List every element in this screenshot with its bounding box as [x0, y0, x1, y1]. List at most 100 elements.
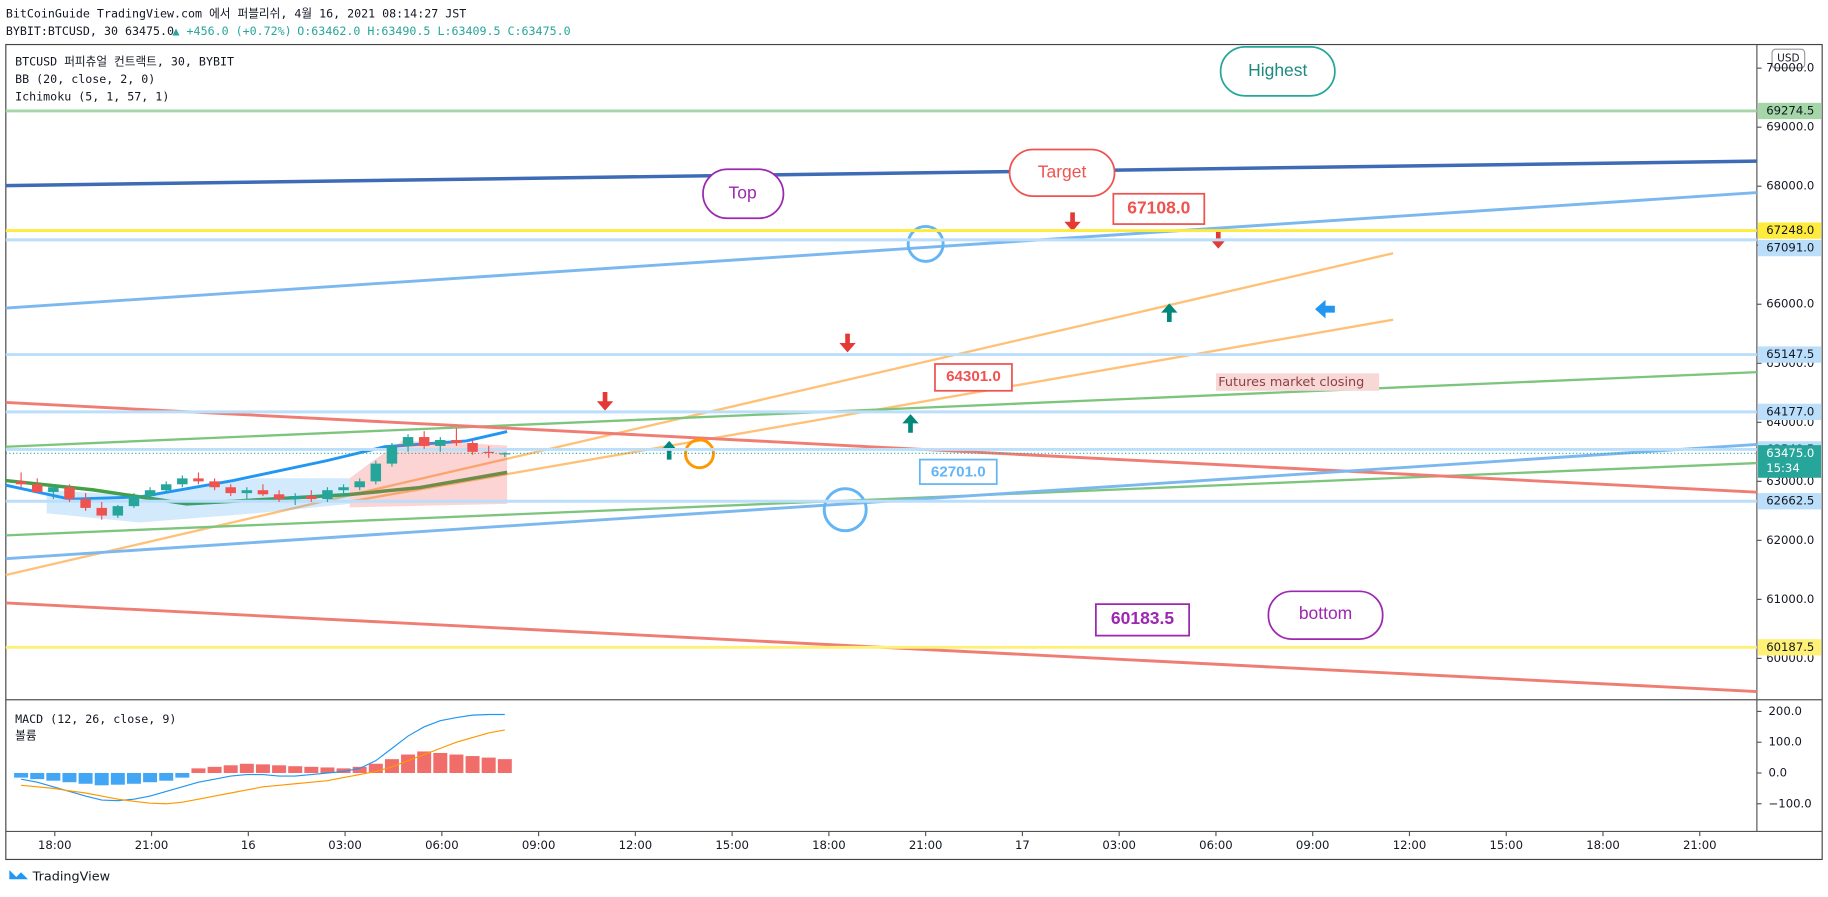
macd-bar: [223, 765, 238, 773]
y-tick-label: −100.0: [1769, 796, 1812, 810]
emoji: [822, 487, 868, 533]
candle-body: [402, 437, 414, 446]
price-note: [934, 363, 1013, 392]
candle-body: [209, 481, 220, 488]
level-label-bg: [1758, 403, 1822, 421]
level-label: 62662.5: [1766, 494, 1814, 508]
macd-bar: [239, 763, 254, 773]
x-tick-label: 21:00: [135, 838, 169, 852]
macd-bar: [433, 752, 448, 773]
candle-body: [386, 445, 398, 464]
trend-line: [5, 191, 1757, 310]
change: ▲ +456.0 (+0.72%): [173, 24, 292, 38]
trend-line: [5, 159, 1757, 188]
legend-item: BTCUSD 퍼피츄얼 컨트랙트, 30, BYBIT: [15, 55, 234, 69]
candle-body: [306, 496, 317, 500]
level-label-bg: [1758, 639, 1822, 656]
candle-body: [499, 453, 511, 455]
macd-bar: [46, 772, 61, 781]
callout-text: Target: [1038, 161, 1087, 181]
candle-body: [177, 478, 188, 485]
emoji: [684, 438, 715, 470]
x-tick-label: 03:00: [328, 838, 362, 852]
level-label: 69274.5: [1766, 103, 1814, 117]
current-label-bg: [1758, 445, 1822, 478]
macd-bar: [401, 754, 416, 773]
candle-body: [257, 490, 269, 495]
y-tick-label: 0.0: [1769, 765, 1788, 779]
frame: [5, 43, 1823, 861]
note-bg: [1215, 373, 1380, 391]
ohlc: O:63462.0 H:63490.5 L:63409.5 C:63475.0: [297, 24, 570, 38]
macd-line: [20, 713, 505, 802]
brand: TradingView: [32, 869, 110, 884]
macd-bar: [126, 772, 141, 784]
legend-item: MACD (12, 26, close, 9): [15, 712, 176, 726]
symbol: BYBIT:BTCUSD, 30 63475.0: [6, 24, 174, 38]
x-tick-label: 15:00: [1489, 838, 1523, 852]
candle-body: [128, 496, 140, 507]
macd-bar: [272, 765, 287, 773]
y-tick-label: 62000.0: [1766, 533, 1814, 547]
level-label: 64177.0: [1766, 404, 1814, 418]
countdown: 15:34: [1766, 461, 1800, 475]
price-note-text: 62701.0: [931, 463, 986, 480]
candle-body: [467, 442, 478, 452]
candle-body: [273, 494, 285, 500]
trend-line: [5, 461, 1757, 537]
candle-body: [289, 496, 301, 500]
macd-bar: [304, 766, 319, 773]
macd-bar: [449, 754, 464, 773]
legend-item: 볼륨: [15, 728, 37, 742]
x-tick-label: 18:00: [1586, 838, 1620, 852]
x-tick-label: 03:00: [1102, 838, 1136, 852]
logo: [9, 869, 28, 880]
candle-body: [15, 481, 27, 485]
macd-bar: [255, 764, 270, 773]
arrow-down: [1064, 212, 1081, 232]
macd-bar: [143, 772, 158, 783]
callout-text: Top: [729, 182, 757, 202]
level-label: 65147.5: [1766, 347, 1814, 361]
level-label-bg: [1758, 222, 1822, 239]
candle-body: [435, 440, 446, 446]
price-note-text: 64301.0: [946, 368, 1001, 385]
callout-text: bottom: [1299, 603, 1352, 623]
arrow-left: [1315, 299, 1335, 319]
callout: [1267, 590, 1384, 640]
macd-bar: [14, 772, 29, 778]
callout: [702, 168, 785, 220]
x-tick-label: 06:00: [1199, 838, 1233, 852]
x-tick-label: 09:00: [1296, 838, 1330, 852]
level-label-bg: [1758, 239, 1822, 257]
macd-bar: [352, 766, 367, 773]
macd-bar: [62, 772, 77, 783]
arrow-up: [1161, 303, 1178, 323]
candle-body: [225, 487, 236, 494]
x-tick-label: 06:00: [425, 838, 459, 852]
candle-body: [96, 507, 107, 516]
candle-body: [112, 506, 124, 516]
candle-body: [418, 437, 430, 446]
legend-item: Ichimoku (5, 1, 57, 1): [15, 90, 169, 104]
emoji: [906, 224, 945, 263]
candle-body: [354, 481, 365, 488]
price-note-text: 60183.5: [1111, 608, 1174, 628]
level-label-bg: [1758, 102, 1822, 120]
arrow-up: [902, 414, 919, 433]
x-tick-label: 21:00: [909, 838, 943, 852]
candle-body: [80, 499, 91, 508]
y-tick-label: 66000.0: [1766, 297, 1814, 311]
macd-bar: [78, 772, 93, 784]
price-note: [918, 458, 998, 485]
legend: BTCUSD 퍼피츄얼 컨트랙트, 30, BYBIT BB (20, clos…: [15, 48, 1806, 742]
x-tick-label: 12:00: [619, 838, 653, 852]
y-tick-label: 100.0: [1769, 735, 1802, 749]
macd-bar: [417, 751, 432, 773]
x-tick-label: 21:00: [1683, 838, 1717, 852]
callout-text: Highest: [1248, 60, 1307, 80]
drawings: Highest Target Top bottom 67108.0 64301.…: [5, 46, 1757, 694]
macd-bar: [191, 768, 206, 773]
macd-bar: [320, 767, 335, 773]
current-label: 63475.0: [1766, 446, 1814, 460]
